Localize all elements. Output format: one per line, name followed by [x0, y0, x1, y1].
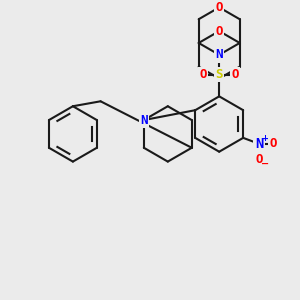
- Text: O: O: [255, 153, 263, 166]
- Text: N: N: [215, 48, 223, 61]
- Text: N: N: [140, 114, 148, 127]
- Text: −: −: [261, 159, 269, 169]
- Text: N: N: [215, 48, 223, 61]
- Text: O: O: [269, 137, 277, 150]
- Text: S: S: [215, 68, 223, 81]
- Text: O: O: [215, 25, 223, 38]
- Text: N: N: [255, 137, 263, 151]
- Text: +: +: [261, 134, 268, 143]
- Text: O: O: [231, 68, 239, 81]
- Text: O: O: [200, 68, 207, 81]
- Text: O: O: [215, 1, 223, 14]
